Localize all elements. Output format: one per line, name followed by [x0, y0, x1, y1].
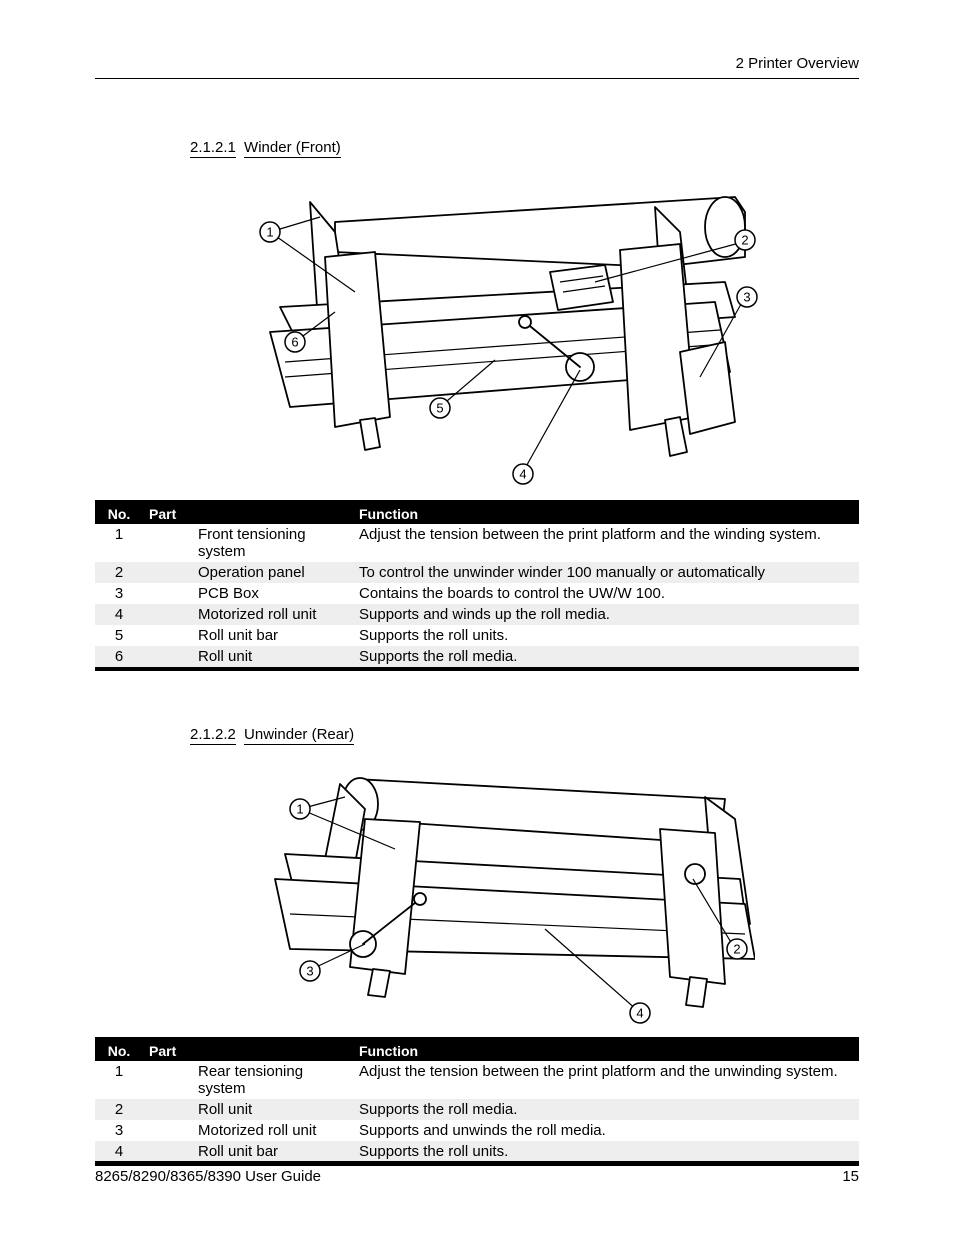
winder-parts-table: No. Part Function 1Front tensioning syst…: [95, 500, 859, 671]
callout-4: 4: [513, 464, 533, 484]
footer-page-number: 15: [842, 1168, 859, 1185]
callout-6: 6: [285, 332, 305, 352]
svg-text:6: 6: [291, 335, 298, 350]
col-no: No.: [95, 502, 143, 524]
callout-5: 5: [430, 398, 450, 418]
table-row: 1Rear tensioning systemAdjust the tensio…: [95, 1061, 859, 1099]
winder-diagram: 1 2 3 4 5 6: [225, 162, 765, 492]
section2-name: Unwinder (Rear): [244, 726, 354, 745]
callout-1: 1: [260, 222, 280, 242]
svg-text:1: 1: [266, 225, 273, 240]
col-part: Part: [143, 502, 353, 524]
table-row: 2Roll unitSupports the roll media.: [95, 1099, 859, 1120]
col-no: No.: [95, 1039, 143, 1061]
svg-text:3: 3: [743, 290, 750, 305]
col-function: Function: [353, 1039, 859, 1061]
table-row: 3Motorized roll unitSupports and unwinds…: [95, 1120, 859, 1141]
section1-title: 2.1.2.1 Winder (Front): [190, 139, 859, 156]
table-row: 4Motorized roll unitSupports and winds u…: [95, 604, 859, 625]
table-row: 1Front tensioning systemAdjust the tensi…: [95, 524, 859, 562]
table-row: 2Operation panelTo control the unwinder …: [95, 562, 859, 583]
page-header: 2 Printer Overview: [95, 55, 859, 79]
callout-1: 1: [290, 799, 310, 819]
svg-text:1: 1: [296, 802, 303, 817]
svg-text:4: 4: [636, 1006, 643, 1021]
svg-text:5: 5: [436, 401, 443, 416]
callout-2: 2: [727, 939, 747, 959]
callout-3: 3: [737, 287, 757, 307]
page-footer: 8265/8290/8365/8390 User Guide 15: [95, 1161, 859, 1185]
footer-guide-name: 8265/8290/8365/8390 User Guide: [95, 1168, 321, 1185]
table-row: 6Roll unitSupports the roll media.: [95, 646, 859, 669]
unwinder-diagram: 1 2 3 4: [245, 749, 755, 1029]
unwinder-parts-table: No. Part Function 1Rear tensioning syste…: [95, 1037, 859, 1166]
section2-title: 2.1.2.2 Unwinder (Rear): [190, 726, 859, 743]
svg-text:4: 4: [519, 467, 526, 482]
table-row: 5Roll unit barSupports the roll units.: [95, 625, 859, 646]
svg-text:3: 3: [306, 964, 313, 979]
svg-text:2: 2: [741, 233, 748, 248]
callout-3: 3: [300, 961, 320, 981]
col-function: Function: [353, 502, 859, 524]
callout-2: 2: [735, 230, 755, 250]
col-part: Part: [143, 1039, 353, 1061]
svg-text:2: 2: [733, 942, 740, 957]
section2-number: 2.1.2.2: [190, 726, 236, 745]
section1-number: 2.1.2.1: [190, 139, 236, 158]
table-row: 3PCB BoxContains the boards to control t…: [95, 583, 859, 604]
callout-4: 4: [630, 1003, 650, 1023]
section1-name: Winder (Front): [244, 139, 341, 158]
chapter-label: 2 Printer Overview: [736, 55, 859, 72]
